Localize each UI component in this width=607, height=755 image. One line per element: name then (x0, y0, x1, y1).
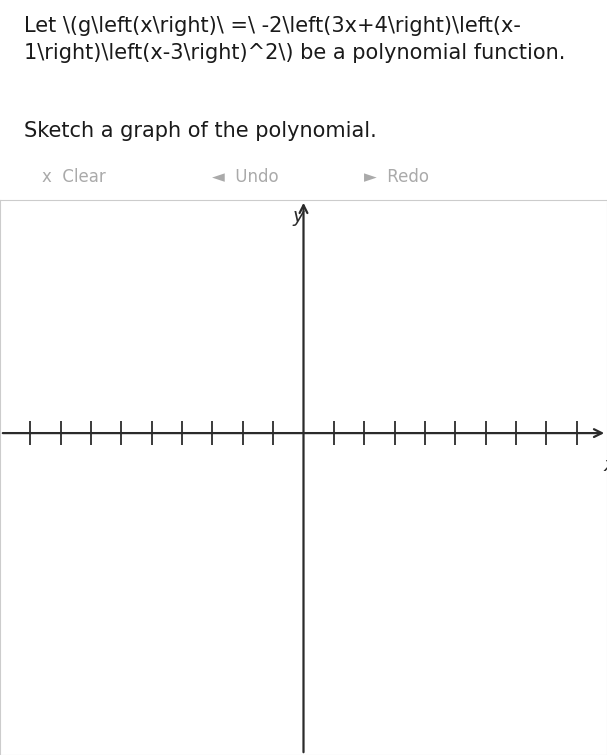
Text: Let \(g\left(x\right)\ =\ -2\left(3x+4\right)\left(x-
1\right)\left(x-3\right)^2: Let \(g\left(x\right)\ =\ -2\left(3x+4\r… (24, 16, 566, 63)
Text: y: y (293, 207, 304, 226)
Text: x: x (604, 455, 607, 475)
Text: ◄  Undo: ◄ Undo (212, 168, 279, 186)
Text: ►  Redo: ► Redo (364, 168, 429, 186)
Text: Sketch a graph of the polynomial.: Sketch a graph of the polynomial. (24, 121, 377, 141)
Text: x  Clear: x Clear (42, 168, 106, 186)
